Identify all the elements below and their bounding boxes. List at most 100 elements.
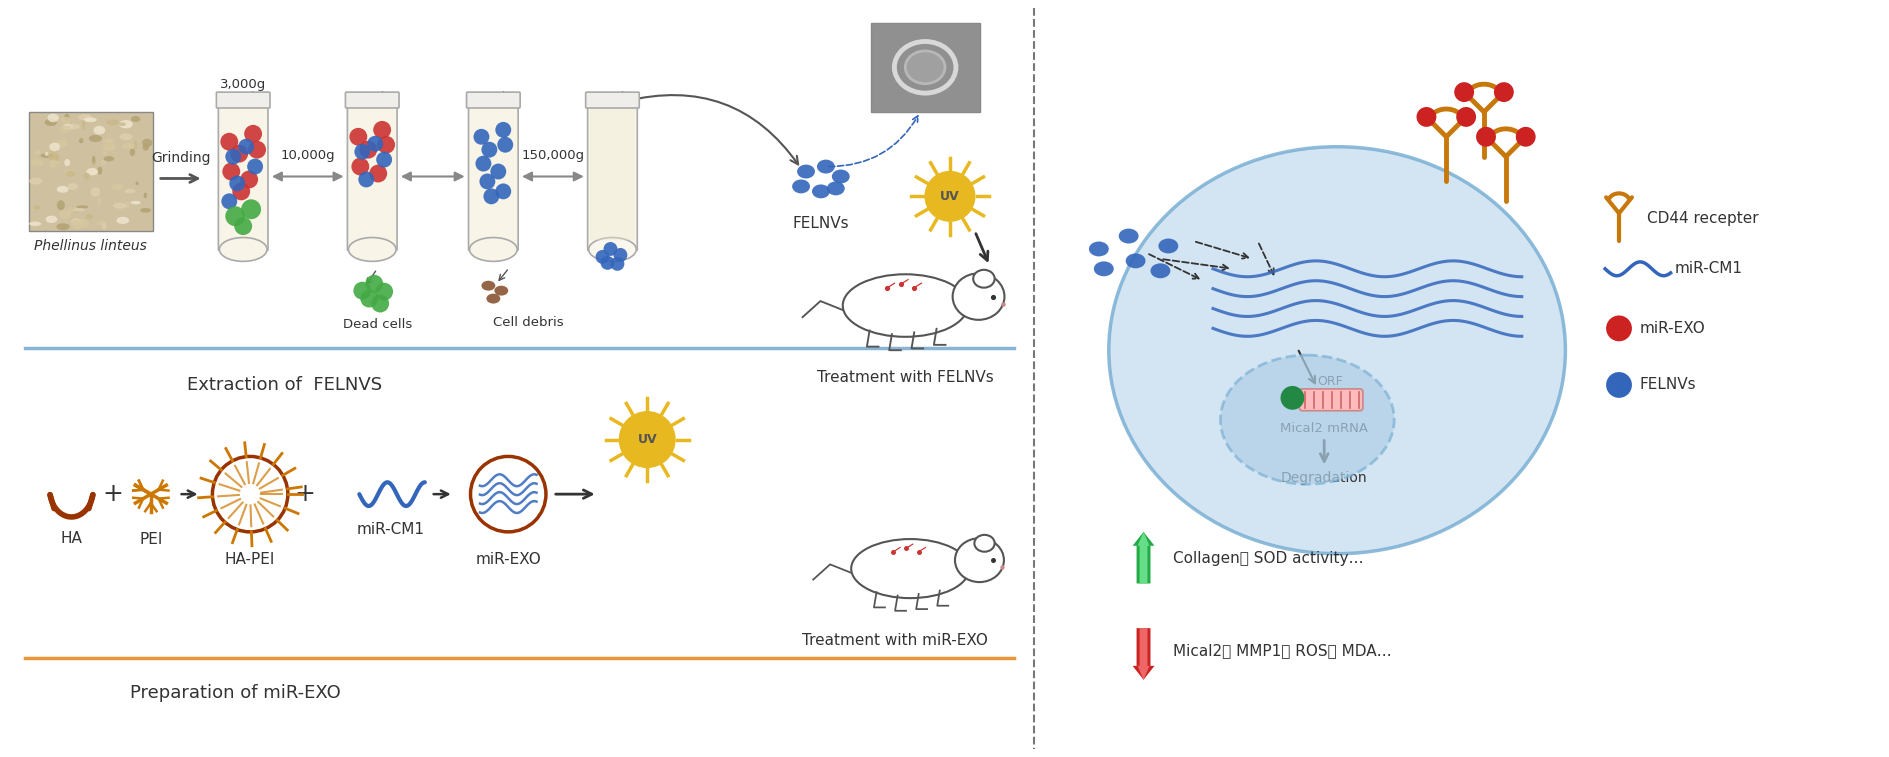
Ellipse shape [74,208,81,213]
Ellipse shape [49,142,60,151]
Circle shape [232,182,249,201]
FancyBboxPatch shape [871,23,979,112]
FancyBboxPatch shape [467,92,519,108]
Circle shape [1492,83,1513,102]
Text: Treatment with FELNVs: Treatment with FELNVs [816,370,994,385]
Ellipse shape [47,114,59,122]
Text: 10,000g: 10,000g [280,148,334,161]
Ellipse shape [57,154,59,161]
Circle shape [247,141,266,159]
FancyBboxPatch shape [1300,389,1362,411]
Ellipse shape [62,124,74,129]
Ellipse shape [485,294,501,304]
Circle shape [353,144,370,160]
Ellipse shape [60,126,70,132]
Ellipse shape [117,217,128,224]
Text: Treatment with miR-EXO: Treatment with miR-EXO [803,633,988,648]
Text: 60min: 60min [351,91,393,104]
Ellipse shape [142,139,153,147]
Circle shape [610,257,623,271]
Text: 90min: 90min [591,91,633,104]
FancyBboxPatch shape [586,92,638,108]
Ellipse shape [973,269,994,288]
Ellipse shape [104,150,108,155]
FancyBboxPatch shape [219,106,268,251]
Ellipse shape [85,214,93,220]
Circle shape [1606,372,1630,398]
Ellipse shape [1088,241,1109,257]
Ellipse shape [975,535,994,552]
Circle shape [365,275,383,293]
Circle shape [244,125,263,143]
Ellipse shape [57,223,70,230]
Circle shape [480,173,495,189]
Ellipse shape [111,184,125,190]
Ellipse shape [954,538,1003,582]
Circle shape [221,193,238,209]
Circle shape [240,170,259,188]
FancyArrow shape [1137,628,1149,680]
Ellipse shape [72,220,83,225]
Ellipse shape [905,51,944,84]
Ellipse shape [93,161,94,165]
Circle shape [361,290,378,307]
Ellipse shape [57,201,64,210]
Ellipse shape [74,221,81,229]
FancyBboxPatch shape [589,108,635,240]
Ellipse shape [1094,261,1113,276]
FancyArrow shape [1132,628,1154,680]
Ellipse shape [68,207,72,214]
Ellipse shape [70,218,81,226]
Text: Mical2， MMP1， ROS， MDA…: Mical2， MMP1， ROS， MDA… [1173,643,1392,659]
Circle shape [225,148,242,164]
Ellipse shape [812,185,829,198]
Ellipse shape [64,114,70,121]
Ellipse shape [952,273,1003,320]
Circle shape [620,412,674,467]
Text: Extraction of  FELNVS: Extraction of FELNVS [187,376,382,394]
Text: PEI: PEI [140,532,162,547]
Ellipse shape [83,173,91,180]
Ellipse shape [791,179,810,193]
Circle shape [378,136,395,154]
Ellipse shape [119,133,132,140]
Ellipse shape [96,167,102,175]
Ellipse shape [30,159,43,166]
Ellipse shape [96,221,106,226]
Ellipse shape [104,139,113,143]
Ellipse shape [119,120,132,129]
Ellipse shape [49,160,60,164]
Circle shape [368,164,387,182]
Ellipse shape [1150,263,1169,279]
Text: Degradation: Degradation [1281,472,1368,485]
Ellipse shape [83,117,96,122]
Ellipse shape [816,160,835,173]
Ellipse shape [76,205,89,208]
FancyBboxPatch shape [215,92,270,108]
Circle shape [351,157,368,176]
Circle shape [603,242,618,256]
Ellipse shape [28,222,42,226]
Circle shape [376,282,393,301]
Ellipse shape [119,123,127,126]
Circle shape [229,176,246,192]
Ellipse shape [49,160,57,168]
Text: miR-EXO: miR-EXO [476,552,540,567]
Ellipse shape [1158,238,1177,254]
Circle shape [1606,316,1630,341]
Text: 3,000g: 3,000g [219,78,266,91]
Circle shape [1453,83,1473,102]
Ellipse shape [482,281,495,291]
Circle shape [1475,127,1494,147]
Ellipse shape [102,143,115,151]
Circle shape [476,156,491,172]
Ellipse shape [64,172,74,176]
Ellipse shape [64,171,76,176]
Circle shape [247,159,263,175]
Circle shape [359,141,378,159]
Ellipse shape [1109,147,1564,553]
Ellipse shape [797,164,814,179]
Circle shape [484,188,499,204]
Circle shape [495,122,510,138]
Text: 60min: 60min [472,91,514,104]
